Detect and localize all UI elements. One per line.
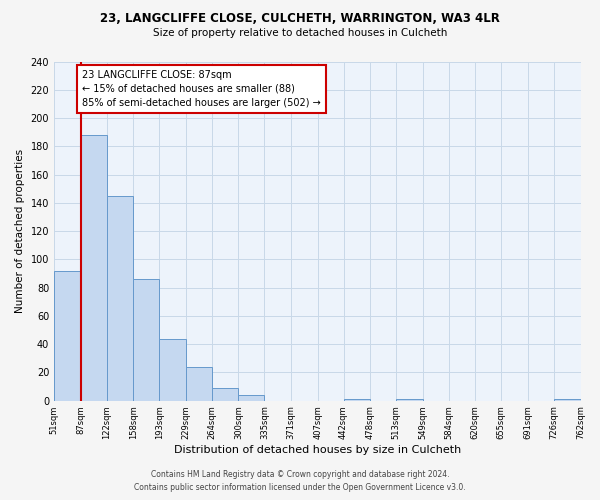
Text: 23 LANGCLIFFE CLOSE: 87sqm
← 15% of detached houses are smaller (88)
85% of semi: 23 LANGCLIFFE CLOSE: 87sqm ← 15% of deta… [82,70,321,108]
Bar [54,270,80,400]
Bar [133,279,159,400]
Text: Size of property relative to detached houses in Culcheth: Size of property relative to detached ho… [153,28,447,38]
Bar [159,338,186,400]
Bar [238,395,265,400]
Text: 23, LANGCLIFFE CLOSE, CULCHETH, WARRINGTON, WA3 4LR: 23, LANGCLIFFE CLOSE, CULCHETH, WARRINGT… [100,12,500,26]
Text: Contains HM Land Registry data © Crown copyright and database right 2024.
Contai: Contains HM Land Registry data © Crown c… [134,470,466,492]
Y-axis label: Number of detached properties: Number of detached properties [15,149,25,313]
Bar [186,367,212,400]
Bar [107,196,133,400]
X-axis label: Distribution of detached houses by size in Culcheth: Distribution of detached houses by size … [173,445,461,455]
Bar [212,388,238,400]
Bar [80,135,107,400]
